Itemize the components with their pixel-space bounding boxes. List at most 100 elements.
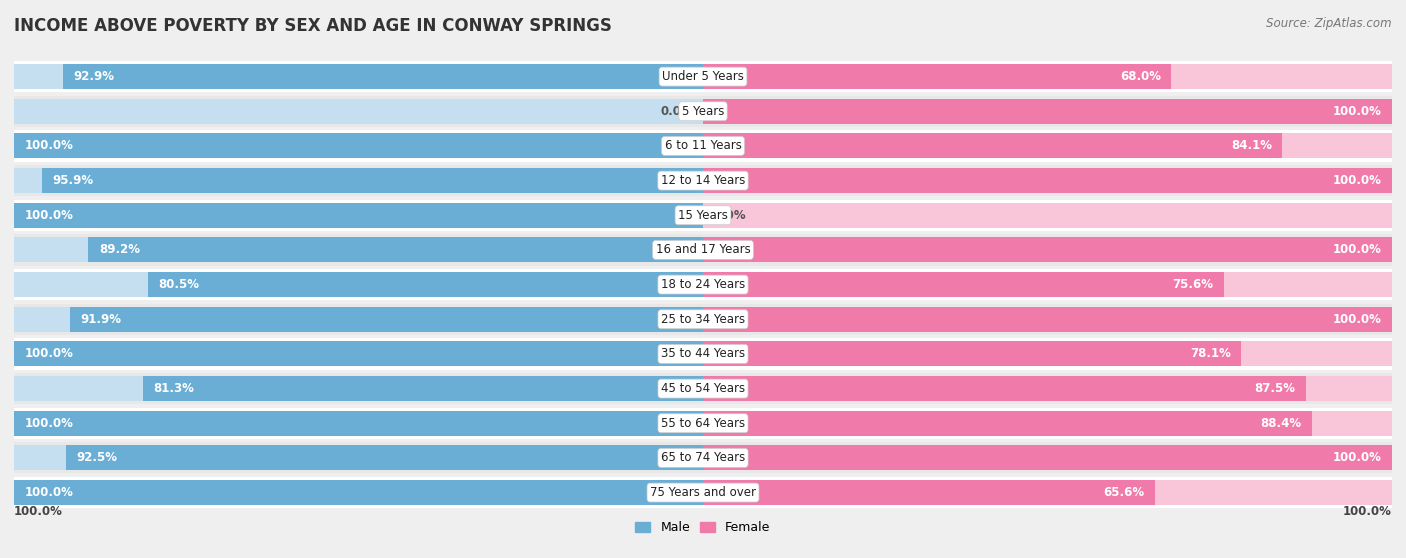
Bar [14, 373, 1392, 404]
Text: 100.0%: 100.0% [24, 417, 73, 430]
Text: 92.5%: 92.5% [76, 451, 117, 464]
Text: 65.6%: 65.6% [1104, 486, 1144, 499]
Bar [703, 99, 1392, 124]
Bar [703, 480, 1154, 505]
Bar [14, 307, 703, 331]
Bar [63, 64, 703, 89]
Text: 84.1%: 84.1% [1232, 140, 1272, 152]
Text: 12 to 14 Years: 12 to 14 Years [661, 174, 745, 187]
Text: 100.0%: 100.0% [1333, 105, 1382, 118]
Text: 68.0%: 68.0% [1121, 70, 1161, 83]
Text: 80.5%: 80.5% [159, 278, 200, 291]
Bar [703, 203, 1392, 228]
Text: 5 Years: 5 Years [682, 105, 724, 118]
Text: 6 to 11 Years: 6 to 11 Years [665, 140, 741, 152]
Text: 81.3%: 81.3% [153, 382, 194, 395]
Bar [14, 272, 703, 297]
Text: 100.0%: 100.0% [1333, 243, 1382, 257]
Text: 100.0%: 100.0% [14, 505, 63, 518]
Bar [143, 376, 703, 401]
Bar [89, 238, 703, 262]
Text: 75 Years and over: 75 Years and over [650, 486, 756, 499]
Bar [14, 95, 1392, 127]
Bar [703, 445, 1392, 470]
Text: 45 to 54 Years: 45 to 54 Years [661, 382, 745, 395]
Bar [703, 238, 1392, 262]
Bar [703, 341, 1392, 367]
Text: 100.0%: 100.0% [24, 140, 73, 152]
Text: 18 to 24 Years: 18 to 24 Years [661, 278, 745, 291]
Bar [14, 168, 703, 193]
Text: 16 and 17 Years: 16 and 17 Years [655, 243, 751, 257]
Bar [703, 272, 1223, 297]
Bar [703, 272, 1392, 297]
Text: INCOME ABOVE POVERTY BY SEX AND AGE IN CONWAY SPRINGS: INCOME ABOVE POVERTY BY SEX AND AGE IN C… [14, 17, 612, 35]
Text: 0.0%: 0.0% [659, 105, 693, 118]
Bar [66, 445, 703, 470]
Bar [703, 133, 1392, 158]
Text: 100.0%: 100.0% [1333, 312, 1382, 326]
Text: 100.0%: 100.0% [24, 348, 73, 360]
Bar [14, 411, 703, 436]
Bar [703, 376, 1392, 401]
Bar [703, 64, 1392, 89]
Bar [703, 445, 1392, 470]
Text: 0.0%: 0.0% [713, 209, 747, 222]
Text: 91.9%: 91.9% [80, 312, 121, 326]
Text: 95.9%: 95.9% [52, 174, 94, 187]
Text: 100.0%: 100.0% [1333, 451, 1382, 464]
Bar [42, 168, 703, 193]
Bar [70, 307, 703, 331]
Bar [703, 411, 1392, 436]
Bar [14, 234, 1392, 266]
Bar [14, 480, 703, 505]
Bar [14, 376, 703, 401]
Bar [14, 203, 703, 228]
Bar [703, 411, 1312, 436]
Bar [703, 64, 1171, 89]
Text: Source: ZipAtlas.com: Source: ZipAtlas.com [1267, 17, 1392, 30]
Text: 100.0%: 100.0% [24, 209, 73, 222]
Text: 88.4%: 88.4% [1261, 417, 1302, 430]
Text: 35 to 44 Years: 35 to 44 Years [661, 348, 745, 360]
Text: 92.9%: 92.9% [73, 70, 114, 83]
Bar [14, 61, 1392, 92]
Bar [703, 376, 1306, 401]
Text: 65 to 74 Years: 65 to 74 Years [661, 451, 745, 464]
Text: 75.6%: 75.6% [1173, 278, 1213, 291]
Bar [703, 307, 1392, 331]
Legend: Male, Female: Male, Female [630, 516, 776, 539]
Bar [14, 200, 1392, 231]
Bar [703, 307, 1392, 331]
Bar [149, 272, 703, 297]
Text: 100.0%: 100.0% [1343, 505, 1392, 518]
Bar [703, 168, 1392, 193]
Bar [703, 133, 1282, 158]
Bar [703, 341, 1241, 367]
Bar [14, 131, 1392, 161]
Text: 78.1%: 78.1% [1189, 348, 1230, 360]
Bar [14, 133, 703, 158]
Text: 55 to 64 Years: 55 to 64 Years [661, 417, 745, 430]
Bar [14, 341, 703, 367]
Bar [14, 411, 703, 436]
Bar [703, 480, 1392, 505]
Bar [14, 203, 703, 228]
Bar [14, 480, 703, 505]
Bar [14, 338, 1392, 369]
Bar [14, 341, 703, 367]
Bar [14, 238, 703, 262]
Bar [14, 269, 1392, 300]
Text: 89.2%: 89.2% [98, 243, 139, 257]
Text: 100.0%: 100.0% [1333, 174, 1382, 187]
Text: 15 Years: 15 Years [678, 209, 728, 222]
Bar [703, 99, 1392, 124]
Bar [14, 133, 703, 158]
Bar [14, 442, 1392, 474]
Bar [14, 165, 1392, 196]
Bar [14, 408, 1392, 439]
Text: 87.5%: 87.5% [1254, 382, 1295, 395]
Bar [14, 445, 703, 470]
Text: 100.0%: 100.0% [24, 486, 73, 499]
Text: 25 to 34 Years: 25 to 34 Years [661, 312, 745, 326]
